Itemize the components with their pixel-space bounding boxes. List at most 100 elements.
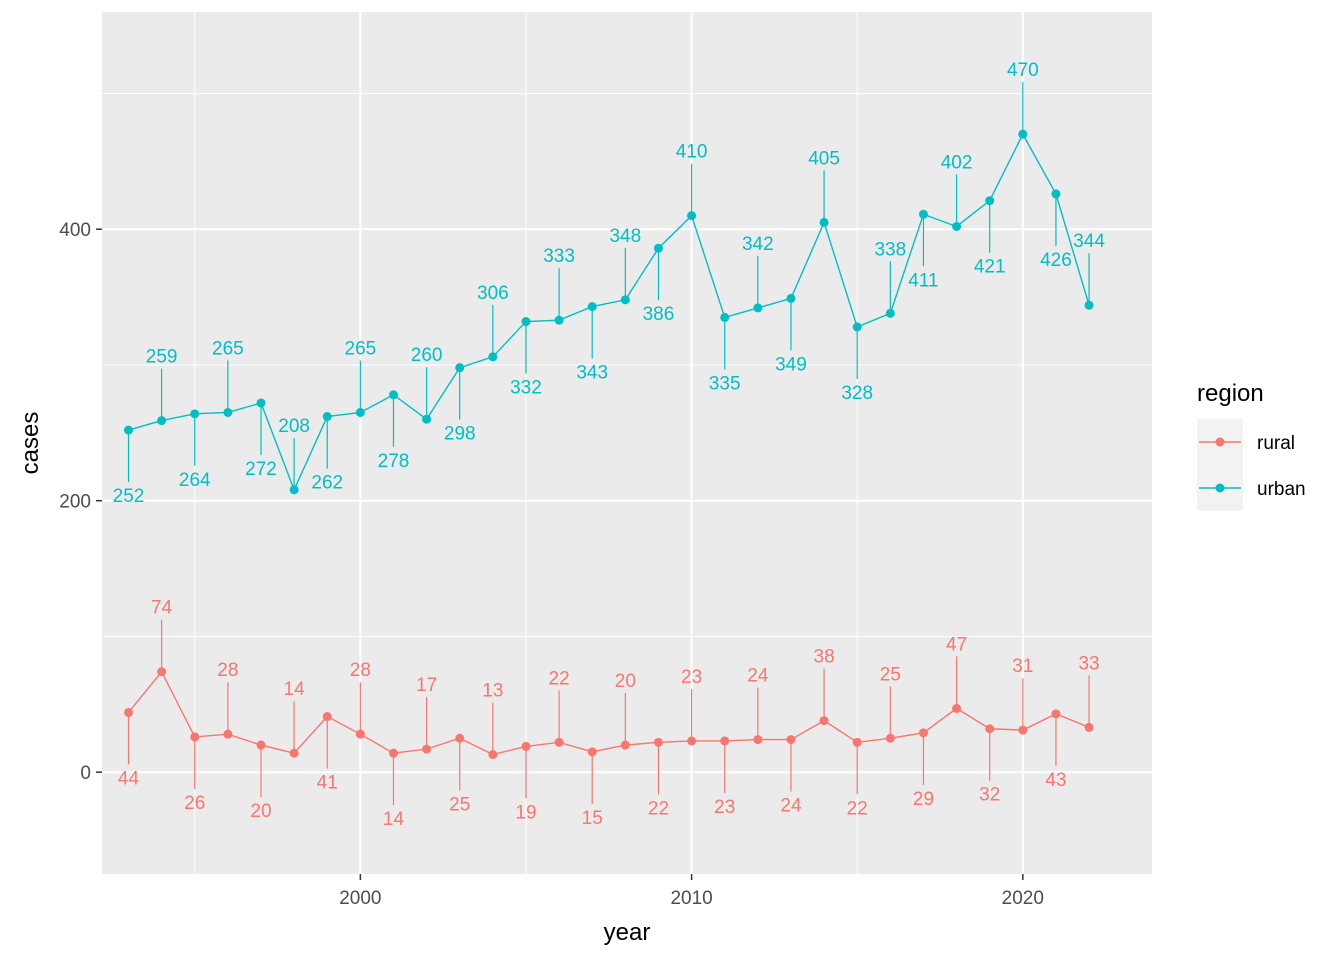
data-label: 265 — [345, 338, 377, 359]
data-point — [554, 737, 564, 747]
x-axis-title: year — [604, 919, 651, 946]
data-label: 41 — [317, 773, 338, 794]
series-line — [128, 132, 1090, 492]
series-urban: 252 259 264 265 272 208 262 265 278 260 298 306 332 3… — [113, 60, 1106, 507]
data-point — [985, 724, 995, 734]
data-point — [1084, 300, 1094, 310]
data-point — [190, 409, 200, 419]
data-label: 33 — [1078, 653, 1099, 674]
data-point — [918, 728, 928, 738]
data-point — [1084, 722, 1094, 732]
data-label: 344 — [1073, 231, 1105, 252]
data-label: 402 — [941, 152, 973, 173]
data-point — [355, 407, 365, 417]
y-tick-label: 200 — [59, 492, 91, 513]
data-point — [521, 317, 531, 327]
data-point — [223, 729, 233, 739]
data-label: 20 — [615, 671, 636, 692]
data-point — [653, 737, 663, 747]
data-point — [322, 712, 332, 722]
series-rural: 44 74 26 28 20 14 41 28 14 17 25 13 19 22 15 20 22 23 23 24… — [118, 598, 1100, 830]
data-point — [355, 729, 365, 739]
x-tick-label: 2000 — [339, 888, 381, 909]
data-label: 22 — [648, 798, 669, 819]
data-point — [190, 732, 200, 742]
data-label: 23 — [714, 797, 735, 818]
data-label: 29 — [913, 789, 934, 810]
data-label: 298 — [444, 424, 476, 445]
data-point — [587, 302, 597, 312]
data-label: 15 — [582, 808, 603, 829]
data-point — [620, 295, 630, 305]
data-point — [289, 485, 299, 495]
data-point — [1018, 129, 1028, 139]
data-label: 328 — [841, 383, 873, 404]
data-label: 25 — [880, 664, 901, 685]
data-label: 22 — [549, 668, 570, 689]
data-label: 259 — [146, 347, 178, 368]
data-label: 47 — [946, 634, 967, 655]
series-line — [127, 670, 1090, 756]
data-point — [157, 416, 167, 426]
data-point — [554, 315, 564, 325]
data-point — [620, 740, 630, 750]
data-point — [687, 211, 697, 221]
data-point — [422, 414, 432, 424]
data-label: 208 — [278, 416, 310, 437]
data-point — [455, 733, 465, 743]
data-label: 272 — [245, 459, 277, 480]
data-point — [587, 747, 597, 757]
data-point — [256, 740, 266, 750]
data-label: 333 — [543, 246, 575, 267]
data-label: 264 — [179, 470, 211, 491]
y-axis-title: cases — [17, 412, 44, 475]
data-label: 386 — [643, 304, 675, 325]
data-point — [852, 737, 862, 747]
data-point — [852, 322, 862, 332]
data-point — [786, 735, 796, 745]
data-point — [388, 390, 398, 400]
legend: region rural urban — [1197, 380, 1306, 511]
data-label: 24 — [747, 666, 769, 687]
data-label: 22 — [847, 798, 868, 819]
data-point — [521, 741, 531, 751]
legend-key-point — [1215, 437, 1225, 447]
data-label: 260 — [411, 345, 443, 366]
data-label: 14 — [284, 679, 306, 700]
data-point — [422, 744, 432, 754]
data-point — [157, 667, 167, 677]
data-label: 28 — [350, 660, 371, 681]
data-label: 426 — [1040, 250, 1072, 271]
data-point — [653, 243, 663, 253]
data-label: 405 — [808, 148, 840, 169]
data-point — [819, 716, 829, 726]
data-label: 342 — [742, 234, 774, 255]
data-label: 335 — [709, 373, 741, 394]
data-label: 28 — [217, 660, 238, 681]
legend-label-rural: rural — [1257, 433, 1295, 454]
data-label: 43 — [1045, 770, 1066, 791]
data-label: 421 — [974, 257, 1006, 278]
y-tick-label: 0 — [80, 763, 91, 784]
data-label: 25 — [449, 794, 470, 815]
data-point — [985, 196, 995, 206]
data-label: 338 — [874, 239, 906, 260]
data-point — [488, 352, 498, 362]
data-label: 44 — [118, 768, 140, 789]
data-point — [885, 733, 895, 743]
data-label: 306 — [477, 283, 509, 304]
data-point — [952, 703, 962, 713]
data-point — [1051, 189, 1061, 199]
data-point — [455, 363, 465, 373]
data-label: 17 — [416, 675, 437, 696]
data-label: 19 — [515, 802, 536, 823]
data-label: 332 — [510, 378, 542, 399]
data-label: 14 — [383, 809, 405, 830]
data-point — [388, 748, 398, 758]
data-label: 410 — [676, 142, 708, 163]
data-label: 38 — [814, 647, 835, 668]
grid-minor — [102, 12, 1152, 874]
data-label: 32 — [979, 785, 1000, 806]
